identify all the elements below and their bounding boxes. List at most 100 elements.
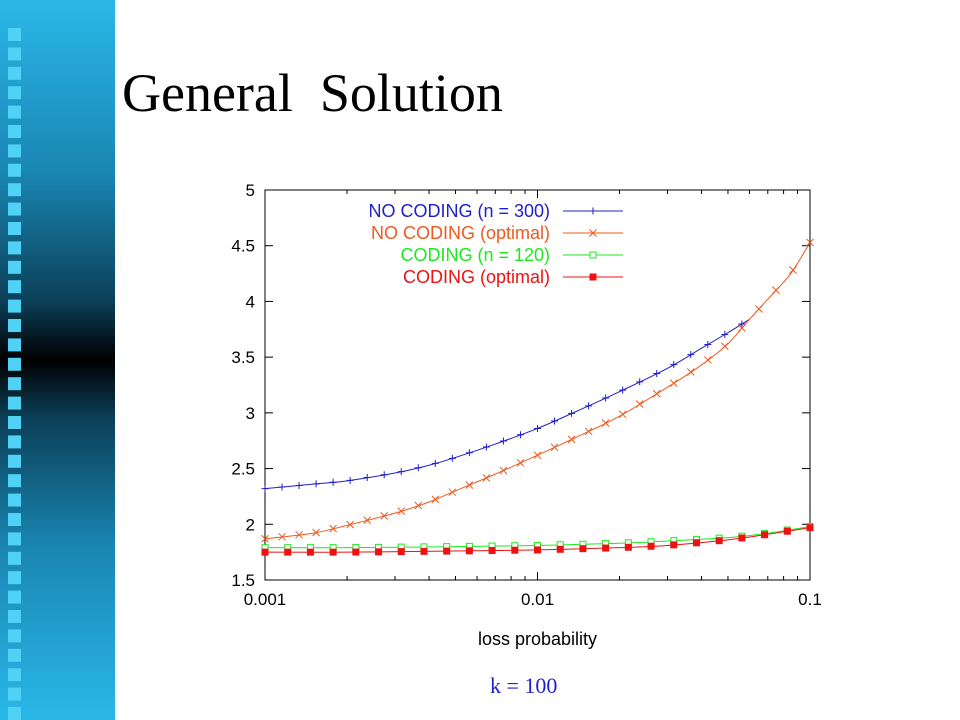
series	[261, 238, 814, 543]
data-point	[448, 488, 457, 497]
data-point	[602, 544, 610, 552]
sidebar-square	[8, 299, 21, 313]
data-point	[380, 471, 388, 479]
data-point	[703, 356, 712, 364]
data-point	[715, 537, 723, 545]
data-point	[397, 507, 406, 515]
data-point	[652, 389, 661, 398]
data-point	[721, 330, 729, 338]
sidebar-square	[8, 47, 21, 61]
data-point	[431, 495, 440, 504]
line-chart: 1.5 2 2.5 3 3.5 4 4.5 5 0.001 0.01 0.1 NO CODING (…	[231, 181, 821, 649]
data-point	[329, 524, 337, 533]
y-tick-label: 2	[246, 515, 255, 534]
data-point	[397, 468, 405, 476]
data-point	[465, 547, 473, 555]
data-point	[589, 207, 597, 215]
sidebar-square	[8, 357, 21, 371]
data-point	[806, 524, 814, 532]
data-point	[261, 485, 269, 493]
sidebar-square	[8, 590, 21, 604]
data-point	[738, 320, 746, 328]
data-point	[618, 410, 627, 419]
data-point	[653, 370, 661, 378]
series-line	[264, 526, 811, 549]
legend-entry-label: NO CODING (n = 300)	[368, 201, 550, 221]
data-point	[420, 547, 428, 555]
data-point	[551, 417, 559, 425]
sidebar-square	[8, 338, 21, 352]
sidebar-square	[8, 571, 21, 585]
data-point	[499, 466, 508, 475]
sidebar-square	[8, 183, 21, 197]
sidebar-square	[8, 551, 21, 565]
sidebar-square	[8, 493, 21, 507]
y-tick-label: 4.5	[231, 237, 255, 256]
caption: k = 100	[490, 673, 558, 698]
series-line	[264, 242, 811, 540]
data-point	[516, 431, 524, 439]
data-point	[295, 530, 303, 539]
data-point	[329, 548, 337, 556]
data-point	[601, 419, 610, 427]
data-point	[346, 476, 354, 484]
data-point	[670, 541, 678, 549]
data-point	[261, 534, 269, 543]
data-point	[647, 542, 655, 550]
data-point	[567, 435, 576, 444]
sidebar-square	[8, 610, 21, 623]
data-point	[692, 539, 700, 547]
sidebar-square	[8, 125, 21, 138]
data-point	[533, 451, 542, 460]
data-point	[534, 546, 541, 554]
sidebar-square	[8, 222, 21, 235]
data-point	[431, 459, 439, 467]
series-line	[264, 318, 750, 490]
data-point	[585, 402, 593, 410]
sidebar-square	[8, 416, 21, 429]
data-point	[363, 516, 372, 525]
x-tick-label: 0.01	[521, 590, 554, 609]
data-point	[687, 351, 695, 359]
data-point	[636, 378, 644, 386]
data-point	[761, 531, 769, 539]
data-point	[499, 437, 507, 445]
data-point	[550, 443, 559, 452]
y-tick-label: 3	[246, 404, 255, 423]
data-point	[414, 501, 423, 510]
sidebar-squares	[8, 28, 21, 720]
legend-entry-label: CODING (n = 120)	[400, 245, 550, 265]
data-point	[380, 512, 389, 520]
y-tick-label: 3.5	[231, 348, 255, 367]
data-point	[414, 464, 422, 472]
data-point	[397, 548, 405, 556]
y-tick-label: 1.5	[231, 571, 255, 590]
data-point	[738, 324, 746, 332]
x-tick-label: 0.001	[244, 590, 287, 609]
data-point	[589, 229, 597, 237]
legend-entry-label: CODING (optimal)	[403, 267, 550, 287]
data-point	[312, 480, 320, 488]
data-point	[329, 478, 337, 486]
data-point	[482, 474, 491, 482]
data-point	[346, 520, 355, 529]
sidebar-square	[8, 105, 21, 119]
data-point	[624, 543, 632, 551]
data-point	[516, 458, 525, 467]
data-point	[511, 546, 519, 554]
slide-title: General Solution	[122, 63, 503, 123]
data-point	[619, 386, 627, 394]
data-point	[686, 368, 695, 376]
sidebar-square	[8, 668, 21, 682]
sidebar-square	[8, 435, 21, 449]
sidebar-square	[8, 648, 21, 662]
sidebar-square	[8, 66, 21, 80]
legend: NO CODING (n = 300)NO CODING (optimal)CO…	[368, 201, 623, 287]
data-point	[789, 266, 797, 274]
series-line	[264, 527, 811, 553]
data-point	[589, 273, 597, 281]
legend-entry-label: NO CODING (optimal)	[371, 223, 550, 243]
data-point	[534, 424, 541, 432]
sidebar-square	[8, 202, 21, 216]
data-point	[465, 449, 473, 457]
